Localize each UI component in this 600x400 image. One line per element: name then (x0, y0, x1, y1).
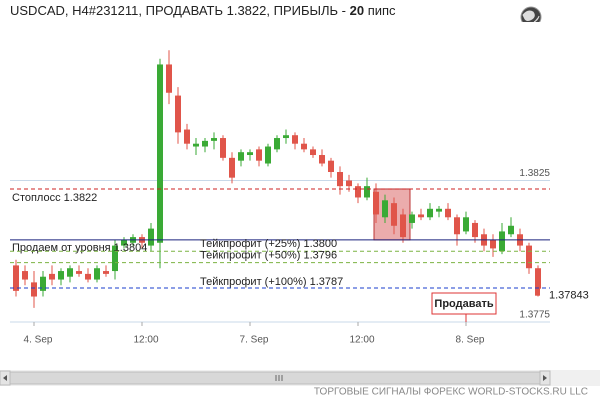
level-label: Тейкпрофит (+100%) 1.3787 (200, 276, 343, 288)
candle-body (454, 217, 460, 235)
candle-body (256, 149, 262, 161)
candle-body (364, 186, 370, 198)
button-label: Продавать (434, 298, 493, 310)
candle-body (400, 214, 406, 238)
y-tick-label: 1.3825 (519, 168, 550, 179)
candle-body (229, 157, 235, 178)
candle-body (265, 146, 271, 164)
candle-body (355, 186, 361, 198)
button-frame (431, 292, 497, 315)
candle-body (472, 222, 478, 238)
candle-body (346, 180, 352, 187)
candle-body (211, 138, 217, 141)
candle-body (319, 155, 325, 164)
level-label: Стоплосс 1.3822 (12, 192, 97, 204)
candle-body (238, 152, 244, 161)
candle-body (202, 140, 208, 147)
candle-body (148, 228, 154, 246)
candle-body (103, 271, 109, 274)
candle-body (49, 273, 55, 280)
current-price: 1.37843 (549, 290, 589, 302)
candle-body (508, 225, 514, 235)
candle-body (373, 191, 379, 215)
candle-body (391, 203, 397, 226)
candle-body (499, 231, 505, 252)
candle-body (58, 271, 64, 280)
scrollbar[interactable] (0, 370, 600, 386)
sell-button[interactable]: Продавать (431, 292, 497, 315)
candle-body (220, 138, 226, 158)
title-text: USDCAD, H4#231211, ПРОДАВАТЬ 1.3822, ПРИ… (10, 3, 350, 18)
price-tag-bg (540, 288, 600, 303)
candle-body (445, 208, 451, 218)
candle-body (427, 208, 433, 218)
candle-body (526, 245, 532, 269)
candle-body (31, 282, 37, 297)
candle-body (337, 172, 343, 187)
chart-title: USDCAD, H4#231211, ПРОДАВАТЬ 1.3822, ПРИ… (10, 3, 396, 18)
footer: ТОРГОВЫЕ СИГНАЛЫ ФОРЕКС WORLD-STOCKS.RU … (314, 387, 588, 398)
candle-body (85, 273, 91, 280)
y-tick-label: 1.3775 (519, 310, 550, 321)
level-label: Тейкпрофит (+25%) 1.3800 (200, 238, 337, 250)
candle-body (112, 245, 118, 272)
x-tick-label: 12:00 (133, 335, 158, 346)
candle-body (157, 64, 163, 243)
candle-body (535, 268, 541, 296)
candle-body (22, 271, 28, 280)
x-tick-label: 12:00 (349, 335, 374, 346)
candle-body (274, 138, 280, 150)
x-tick-label: 7. Sep (240, 335, 269, 346)
candle-body (166, 64, 172, 93)
candle-body (76, 271, 82, 274)
candle-body (490, 239, 496, 249)
candle-body (418, 214, 424, 218)
candle-body (301, 143, 307, 150)
candle-body (184, 129, 190, 144)
candle-body (94, 268, 100, 280)
candle-body (13, 265, 19, 291)
candle-body (382, 200, 388, 218)
profit: 20 (350, 3, 364, 18)
candle-body (67, 268, 73, 277)
unit: пипс (368, 3, 396, 18)
candle-body (247, 152, 253, 156)
candle-body (463, 217, 469, 232)
candle-body (310, 149, 316, 156)
candle-body (328, 160, 334, 172)
candle-body (283, 135, 289, 139)
candle-body (175, 95, 181, 133)
candle-body (40, 276, 46, 291)
level-label: Продаем от уровня 1.3804 (12, 242, 147, 254)
candle-body (121, 239, 127, 246)
x-tick-label: 4. Sep (24, 335, 53, 346)
candle-body (193, 143, 199, 147)
x-tick-label: 8. Sep (456, 335, 485, 346)
candle-body (409, 214, 415, 223)
candle-body (292, 135, 298, 144)
level-label: Тейкпрофит (+50%) 1.3796 (200, 249, 337, 261)
candle-body (436, 208, 442, 212)
